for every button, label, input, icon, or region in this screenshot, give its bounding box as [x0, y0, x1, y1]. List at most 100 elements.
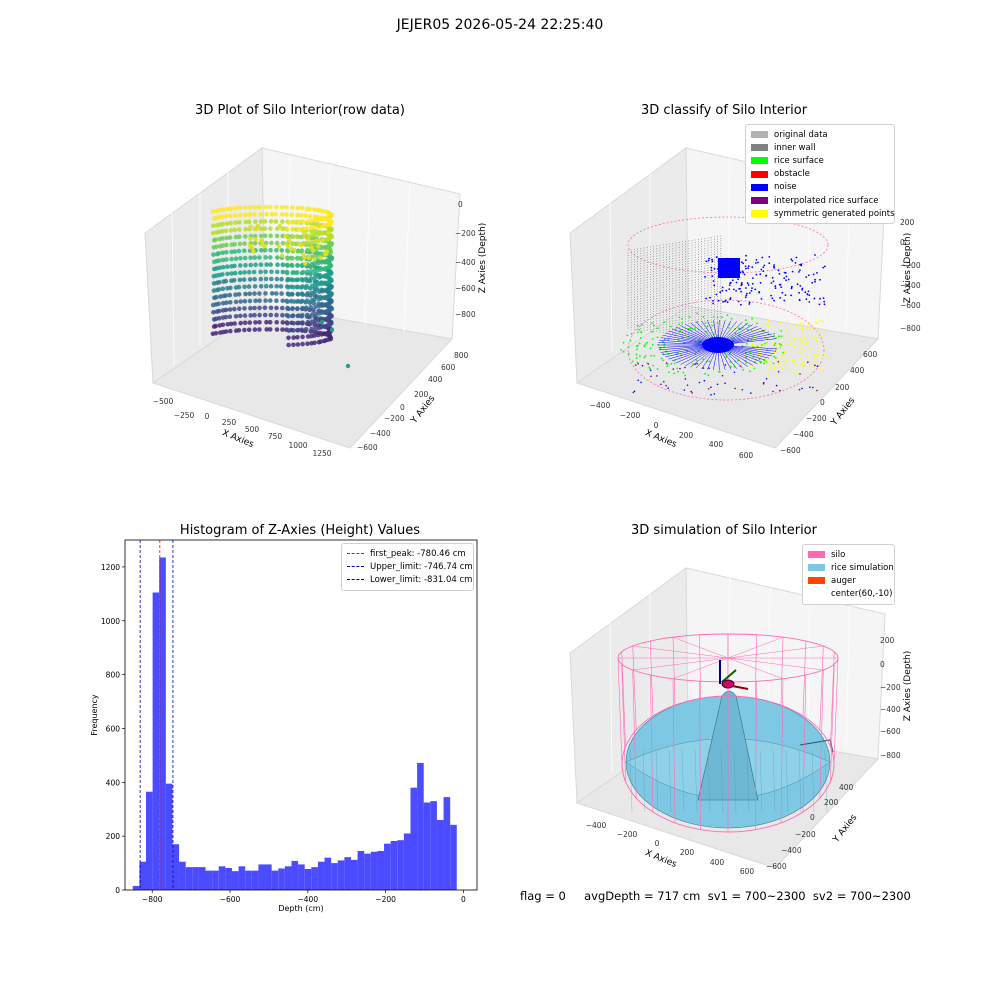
silo-wire-line [819, 645, 824, 731]
raw-point [232, 227, 237, 233]
rice-surface-point [772, 362, 775, 365]
rice-surface-point [726, 314, 729, 317]
raw-point [274, 298, 279, 304]
rice-surface-point [712, 316, 715, 318]
raw-point [268, 247, 273, 253]
raw-outlier-point [345, 363, 351, 369]
raw-point [308, 240, 314, 245]
surface-mesh-line [759, 749, 763, 813]
raw-point [295, 291, 301, 297]
symmetric-point [764, 357, 767, 360]
raw-point [295, 342, 301, 347]
histogram-bar [205, 870, 213, 890]
raw-point [237, 227, 242, 232]
symmetric-point [794, 340, 797, 343]
raw-point [295, 270, 300, 275]
raw-point [243, 205, 248, 210]
raw-point [223, 278, 229, 284]
classify-3d-points [620, 216, 829, 401]
raw-point [247, 320, 253, 325]
raw-point [242, 320, 248, 326]
silo-wire-line [632, 645, 637, 731]
z-tick-label: −200 [455, 229, 476, 238]
symmetric-point [805, 341, 808, 343]
raw-point [309, 319, 315, 325]
symmetric-point [751, 343, 754, 346]
rice-surface-point [651, 344, 654, 346]
symmetric-point [803, 338, 805, 340]
raw-point [232, 213, 238, 218]
raw-point [263, 269, 268, 275]
rice-surface-point [759, 361, 762, 364]
x-tick-label: 0 [205, 412, 210, 421]
rice-surface-point [636, 345, 638, 348]
raw-point [246, 269, 252, 275]
rice-surface-point [696, 320, 699, 323]
symmetric-point [804, 343, 807, 346]
raw-point [295, 277, 301, 283]
rice-surface-point [773, 332, 775, 335]
interpolated-point [724, 382, 726, 385]
raw-point [284, 212, 289, 217]
y-tick-label: −400 [370, 429, 391, 438]
raw-point [312, 207, 317, 212]
raw-point [274, 291, 279, 296]
interpolated-point [665, 362, 668, 364]
rice-surface-point [679, 329, 682, 332]
noise-point [725, 289, 728, 292]
noise-point [790, 287, 793, 290]
interpolated-point [633, 390, 636, 393]
raw-point [231, 278, 237, 283]
histogram-bar [350, 859, 358, 890]
noise-point [790, 258, 793, 261]
rice-surface-point [657, 343, 659, 346]
x-tick-label: 400 [710, 858, 725, 867]
silo-roof-spoke [727, 657, 784, 680]
noise-point [739, 271, 742, 274]
noise-point [808, 301, 811, 303]
histogram-bar [245, 870, 252, 890]
silo-wire-line [802, 640, 807, 716]
symmetric-point [800, 339, 803, 342]
histogram-bar [159, 557, 166, 890]
raw-point [223, 293, 229, 298]
rice-surface-point [663, 338, 666, 341]
noise-point [750, 289, 753, 292]
raw-point [296, 227, 302, 232]
interpolated-point [665, 384, 667, 387]
raw-point [285, 299, 290, 305]
symmetric-point [792, 359, 795, 361]
raw-point [304, 283, 310, 289]
raw-point [233, 220, 238, 225]
raw-point [220, 272, 225, 277]
raw-point [224, 221, 230, 226]
raw-point [290, 256, 295, 261]
symmetric-point [759, 343, 761, 345]
rice-edge-ridge [799, 739, 834, 753]
symmetric-point [818, 336, 821, 338]
noise-point [740, 261, 743, 263]
raw-point [322, 295, 328, 301]
noise-point [760, 298, 763, 300]
raw-point [280, 298, 286, 304]
rice-surface-point [651, 331, 653, 333]
raw-point [220, 264, 226, 270]
raw-point [224, 257, 229, 262]
raw-point [251, 269, 257, 275]
symmetric-point [770, 346, 773, 348]
noise-point [737, 278, 739, 281]
raw-point [262, 244, 267, 249]
rice-surface-point [780, 335, 783, 338]
noise-point [771, 276, 774, 279]
symmetric-point [783, 351, 786, 354]
rice-surface-point [673, 372, 675, 375]
silo-wire-line [780, 637, 784, 706]
silo-wire-line [699, 634, 701, 699]
symmetric-point [773, 367, 776, 370]
x-tick-label: −600 [220, 895, 241, 904]
silo-roof-spoke [727, 645, 824, 659]
x-tick-label: 1250 [312, 449, 331, 458]
rice-surface-point [778, 335, 780, 338]
legend-item-original: original data [751, 128, 889, 141]
silo-roof-spoke [632, 645, 729, 659]
